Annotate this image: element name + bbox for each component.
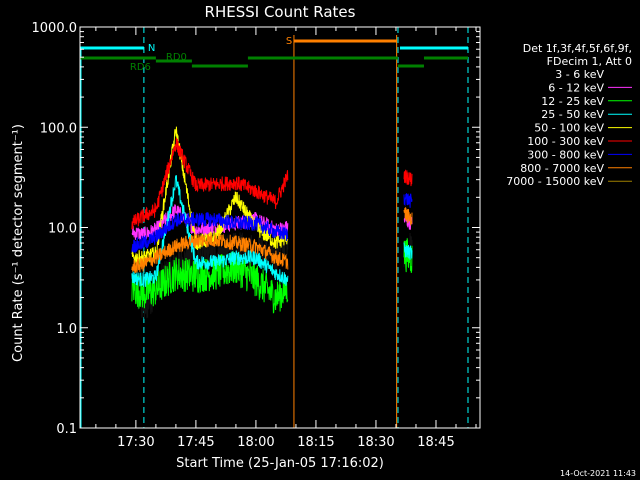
legend-header: FDecim 1, Att 0 <box>547 55 632 68</box>
x-tick-label: 18:30 <box>357 435 394 450</box>
x-tick-label: 18:45 <box>417 435 454 450</box>
series-lines <box>131 126 413 319</box>
series-line <box>403 193 413 208</box>
chart-title: RHESSI Count Rates <box>205 3 356 21</box>
annotation-label: S <box>286 36 292 47</box>
y-tick-label: 100.0 <box>40 121 77 136</box>
footer-date: 14-Oct-2021 11:43 <box>560 469 636 478</box>
annotation-label: N <box>148 43 155 54</box>
y-axis-title: Count Rate (s⁻¹ detector segment⁻¹) <box>11 124 26 362</box>
attenuator-state-bars: S N RD6 RD0 <box>80 27 469 428</box>
legend-entry: 300 - 800 keV <box>527 148 604 161</box>
legend-entry: 50 - 100 keV <box>534 122 604 135</box>
y-tick-label: 0.1 <box>56 422 77 437</box>
legend-entry: 3 - 6 keV <box>555 68 604 81</box>
legend-entry: 12 - 25 keV <box>541 95 604 108</box>
annotation-label: RD0 <box>166 52 187 63</box>
series-line <box>131 137 289 230</box>
series-line <box>131 212 289 253</box>
x-tick-label: 17:30 <box>117 435 154 450</box>
legend: Det 1f,3f,4f,5f,6f,9f,FDecim 1, Att 03 -… <box>506 42 632 188</box>
y-tick-label: 1.0 <box>56 322 77 337</box>
x-axis-title: Start Time (25-Jan-05 17:16:02) <box>176 456 384 471</box>
series-line <box>403 242 413 260</box>
x-tick-label: 17:45 <box>177 435 214 450</box>
annotation-label: RD6 <box>130 62 151 73</box>
series-line <box>131 233 289 273</box>
y-tick-label: 1000.0 <box>32 21 78 36</box>
legend-entry: 25 - 50 keV <box>541 108 604 121</box>
y-tick-label: 10.0 <box>48 222 77 237</box>
x-tick-label: 18:00 <box>237 435 274 450</box>
x-tick-label: 18:15 <box>297 435 334 450</box>
axes: 0.1 1.0 10.0 100.0 1000.0 17:30 17:45 18:00 18:1… <box>32 21 481 450</box>
legend-header: Det 1f,3f,4f,5f,6f,9f, <box>523 42 632 55</box>
series-line <box>131 175 289 287</box>
series-line <box>403 206 413 226</box>
legend-entry: 100 - 300 keV <box>527 135 604 148</box>
series-line <box>403 169 413 187</box>
legend-entry: 800 - 7000 keV <box>520 162 604 175</box>
legend-entry: 6 - 12 keV <box>548 81 604 94</box>
legend-entry: 7000 - 15000 keV <box>506 175 604 188</box>
series-line <box>131 251 289 314</box>
